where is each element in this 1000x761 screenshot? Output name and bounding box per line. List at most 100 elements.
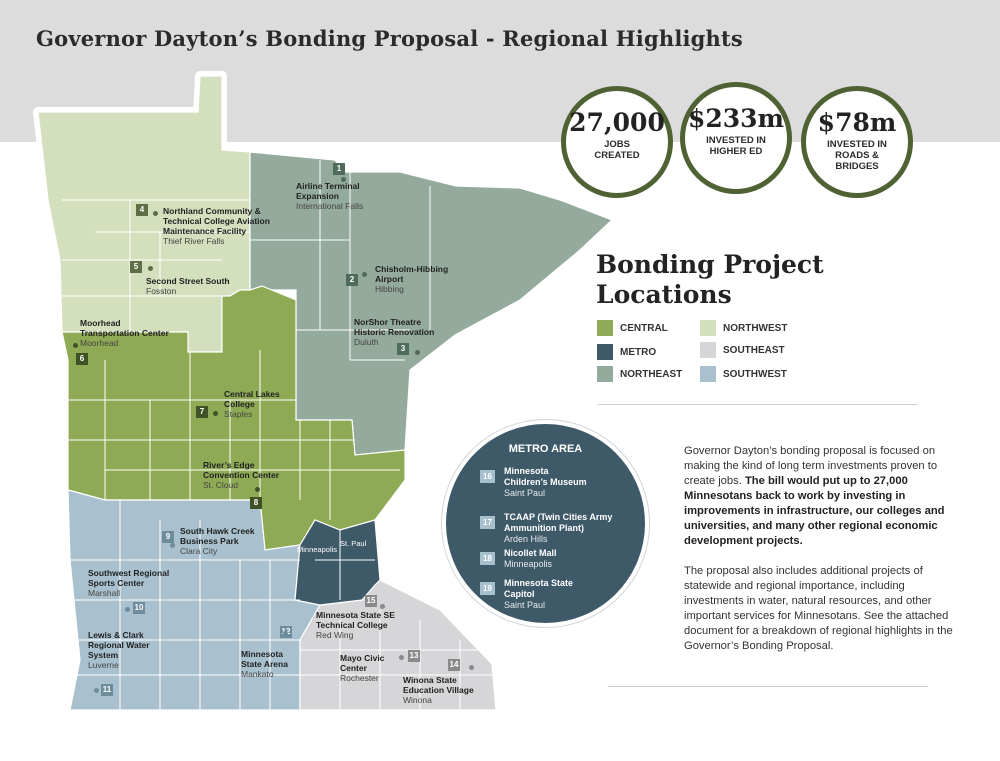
stat-value: 27,000 (569, 108, 665, 137)
project-location-dot (469, 665, 474, 670)
project-label: Central Lakes College Staples (224, 389, 280, 419)
metro-area-panel: METRO AREA 16 Minnesota Children’s Museu… (442, 420, 649, 627)
project-number-badge: 1 (333, 163, 345, 175)
project-city: Red Wing (316, 630, 354, 640)
project-name: Minnesota State SE Technical College (316, 610, 395, 630)
project-label: Airline Terminal Expansion International … (296, 181, 363, 211)
project-location-dot (94, 688, 99, 693)
project-label: Second Street South Fosston (146, 276, 230, 296)
project-number: 18 (480, 552, 495, 565)
project-city: Fosston (146, 286, 177, 296)
project-city: Thief River Falls (163, 236, 225, 246)
project-number-badge: 10 (133, 602, 145, 614)
project-location-dot (170, 543, 175, 548)
project-city: Luverne (88, 660, 119, 670)
project-city: Saint Paul (504, 488, 546, 498)
project-city: International Falls (296, 201, 364, 211)
metro-title: METRO AREA (508, 443, 583, 455)
project-label: Lewis & Clark Regional Water System Luver… (88, 630, 150, 670)
legend-swatch (700, 320, 716, 336)
project-city: Rochester (340, 673, 379, 683)
stat-value: $233m (687, 104, 785, 133)
metro-project-18: 18 Nicollet Mall Minneapolis (480, 548, 630, 570)
project-number: 17 (480, 516, 495, 529)
legend-swatch (700, 342, 716, 358)
project-city: St. Cloud (203, 480, 238, 490)
stat-value: $78m (817, 108, 897, 137)
project-label: South Hawk Creek Business Park Clara City (180, 526, 255, 556)
project-name: South Hawk Creek Business Park (180, 526, 255, 546)
project-number-badge: 3 (397, 343, 409, 355)
summary-bold-text: The bill would put up to 27,000 Minnesot… (684, 475, 945, 547)
legend-item-central: CENTRAL (597, 320, 668, 336)
project-name: River’s Edge Convention Center (203, 460, 280, 480)
project-number-badge: 14 (448, 659, 460, 671)
page-title: Governor Dayton’s Bonding Proposal - Reg… (36, 26, 743, 51)
divider-top (598, 404, 918, 405)
project-number-badge: 5 (130, 261, 142, 273)
project-number: 19 (480, 582, 495, 595)
city-label-minneapolis: Minneapolis (297, 545, 338, 554)
summary-plain-text: Governor Dayton’s bonding proposal is fo… (684, 445, 938, 487)
project-label: Winona State Education Village Winona (403, 675, 474, 705)
project-number-badge: 6 (76, 353, 88, 365)
project-city: Winona (403, 695, 432, 705)
project-city: Marshall (88, 588, 121, 598)
project-label: NorShor Theatre Historic Renovation Dulut… (354, 317, 434, 347)
metro-project-19: 19 Minnesota State Capitol Saint Paul (480, 578, 630, 611)
project-city: Saint Paul (504, 600, 546, 610)
project-label: Minnesota State SE Technical College Red … (316, 610, 395, 640)
summary-paragraph-1: Governor Dayton’s bonding proposal is fo… (684, 444, 956, 549)
region-metro (294, 519, 381, 606)
project-number-badge: 8 (250, 497, 262, 509)
city-label-st-paul: St. Paul (340, 539, 367, 548)
project-city: Clara City (180, 546, 218, 556)
project-label: Mayo Civic Center Rochester (340, 653, 384, 683)
legend-label: CENTRAL (620, 322, 668, 334)
legend-swatch (597, 366, 613, 382)
project-name: Northland Community & Technical College … (163, 206, 270, 236)
project-number-badge: 2 (346, 274, 358, 286)
project-label: River’s Edge Convention Center St. Cloud (203, 460, 279, 490)
project-name: Airline Terminal Expansion (296, 181, 360, 201)
county-lines (62, 160, 500, 710)
metro-project-16: 16 Minnesota Children’s Museum Saint Pau… (480, 466, 630, 499)
legend-item-southwest: SOUTHWEST (700, 366, 787, 382)
project-location-dot (362, 272, 367, 277)
stat-label: INVESTED IN ROADS & BRIDGES (827, 139, 887, 172)
project-name: Minnesota State Capitol (504, 578, 574, 599)
project-name: Minnesota State Arena (241, 649, 288, 669)
project-name: TCAAP (Twin Cities Army Ammunition Plant… (504, 512, 613, 533)
project-location-dot (73, 343, 78, 348)
project-city: Moorhead (80, 338, 119, 348)
legend-label: SOUTHWEST (723, 368, 787, 380)
stat-higher-ed: $233m INVESTED IN HIGHER ED (680, 82, 792, 194)
divider-bottom (608, 686, 928, 687)
project-number-badge: 13 (408, 650, 420, 662)
project-name: Moorhead Transportation Center (80, 318, 169, 338)
project-number: 16 (480, 470, 495, 483)
stat-roads-bridges: $78m INVESTED IN ROADS & BRIDGES (801, 86, 913, 198)
project-city: Duluth (354, 337, 379, 347)
project-location-dot (255, 487, 260, 492)
project-name: Lewis & Clark Regional Water System (88, 630, 150, 660)
project-city: Staples (224, 409, 253, 419)
project-number-badge: 4 (136, 204, 148, 216)
project-label: Chisholm-Hibbing Airport Hibbing (375, 264, 448, 294)
project-city: Minneapolis (504, 559, 553, 569)
metro-project-17: 17 TCAAP (Twin Cities Army Ammunition Pl… (480, 512, 630, 545)
legend-label: METRO (620, 346, 657, 358)
project-city: Hibbing (375, 284, 404, 294)
project-name: Minnesota Children’s Museum (504, 466, 587, 487)
project-number-badge: 7 (196, 406, 208, 418)
legend-swatch (597, 344, 613, 360)
project-city: Mankato (241, 669, 274, 679)
project-location-dot (125, 607, 130, 612)
project-location-dot (148, 266, 153, 271)
legend-label: NORTHEAST (620, 368, 683, 380)
legend-label: SOUTHEAST (723, 344, 785, 356)
legend-item-northeast: NORTHEAST (597, 366, 682, 382)
project-location-dot (399, 655, 404, 660)
project-location-dot (213, 411, 218, 416)
